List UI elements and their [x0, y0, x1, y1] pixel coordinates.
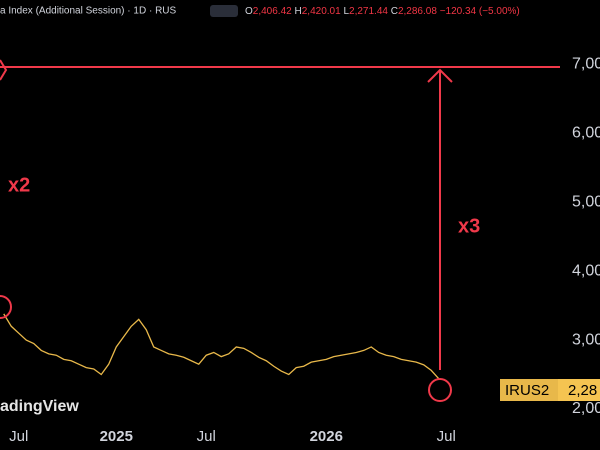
annotation: x2: [8, 174, 30, 196]
header: a Index (Additional Session) · 1D · RUS …: [0, 5, 520, 17]
x-tick-label: Jul: [197, 428, 216, 445]
ohlc-key: H: [295, 6, 302, 17]
x-tick-label: Jul: [437, 428, 456, 445]
header-icons: [210, 5, 238, 17]
y-tick-label: 5,00: [572, 193, 600, 210]
arrow-head: [427, 68, 453, 83]
chart-title: a Index (Additional Session) · 1D · RUS: [0, 6, 177, 17]
ohlc-key: C: [391, 6, 398, 17]
x-tick-label: 2025: [100, 428, 133, 445]
ohlc-key: L: [343, 6, 349, 17]
ohlc-value: 2,420.01: [302, 6, 341, 17]
ohlc-value: 2,286.08: [398, 6, 437, 17]
ohlc-values: O2,406.42 H2,420.01 L2,271.44 C2,286.08 …: [245, 6, 520, 17]
y-tick-label: 2,00: [572, 400, 600, 417]
marker-circle: [0, 295, 12, 319]
annotation: x3: [458, 215, 480, 237]
price-tag-name-bg: [500, 379, 558, 401]
arrow-head: [0, 59, 8, 81]
ohlc-value: 2,271.44: [349, 6, 388, 17]
x-tick-label: Jul: [9, 428, 28, 445]
y-tick-label: 6,00: [572, 125, 600, 142]
ohlc-value: 2,406.42: [253, 6, 292, 17]
y-tick-label: 7,00: [572, 56, 600, 73]
ohlc-key: O: [245, 6, 253, 17]
watermark: adingView: [0, 398, 79, 415]
y-tick-label: 4,00: [572, 262, 600, 279]
price-tag-value: 2,28: [568, 382, 597, 399]
marker-circle: [428, 378, 452, 402]
y-tick-label: 3,00: [572, 331, 600, 348]
x-tick-label: 2026: [310, 428, 343, 445]
price-line: [3, 313, 440, 380]
price-tag-bg: [558, 379, 600, 401]
price-tag-name: IRUS2: [505, 382, 549, 399]
change: −120.34 (−5.00%): [440, 6, 520, 17]
